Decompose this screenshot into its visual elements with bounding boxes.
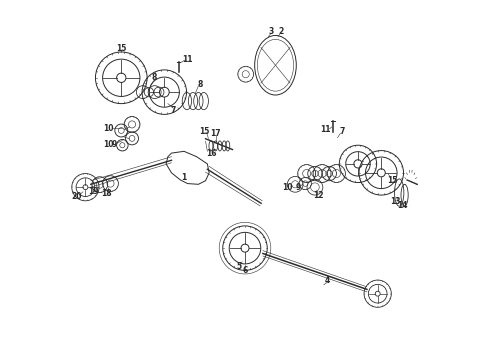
- Text: 9: 9: [295, 183, 301, 192]
- Text: 11: 11: [320, 125, 331, 134]
- Text: 18: 18: [101, 189, 112, 198]
- Text: 8: 8: [197, 81, 203, 90]
- Text: 15: 15: [387, 176, 397, 185]
- Text: 15: 15: [199, 127, 210, 136]
- Text: 2: 2: [278, 27, 284, 36]
- Text: 12: 12: [313, 191, 324, 200]
- Text: 20: 20: [71, 192, 82, 201]
- Text: 4: 4: [325, 276, 330, 285]
- Text: 9: 9: [112, 140, 117, 149]
- Text: 3: 3: [268, 27, 273, 36]
- Text: 7: 7: [339, 127, 344, 136]
- Text: 7: 7: [171, 105, 176, 114]
- Text: 19: 19: [88, 187, 98, 196]
- Text: 10: 10: [103, 123, 113, 132]
- Text: 6: 6: [243, 266, 247, 275]
- Text: 11: 11: [182, 55, 193, 64]
- Text: 13: 13: [391, 197, 401, 206]
- Text: 5: 5: [236, 262, 242, 271]
- Text: 14: 14: [397, 201, 408, 210]
- Text: 16: 16: [206, 149, 216, 158]
- Text: 17: 17: [210, 129, 221, 138]
- Text: 10: 10: [103, 140, 113, 149]
- Text: 8: 8: [152, 73, 157, 82]
- Text: 15: 15: [116, 44, 126, 53]
- Text: 10: 10: [282, 183, 293, 192]
- Text: 1: 1: [181, 173, 187, 182]
